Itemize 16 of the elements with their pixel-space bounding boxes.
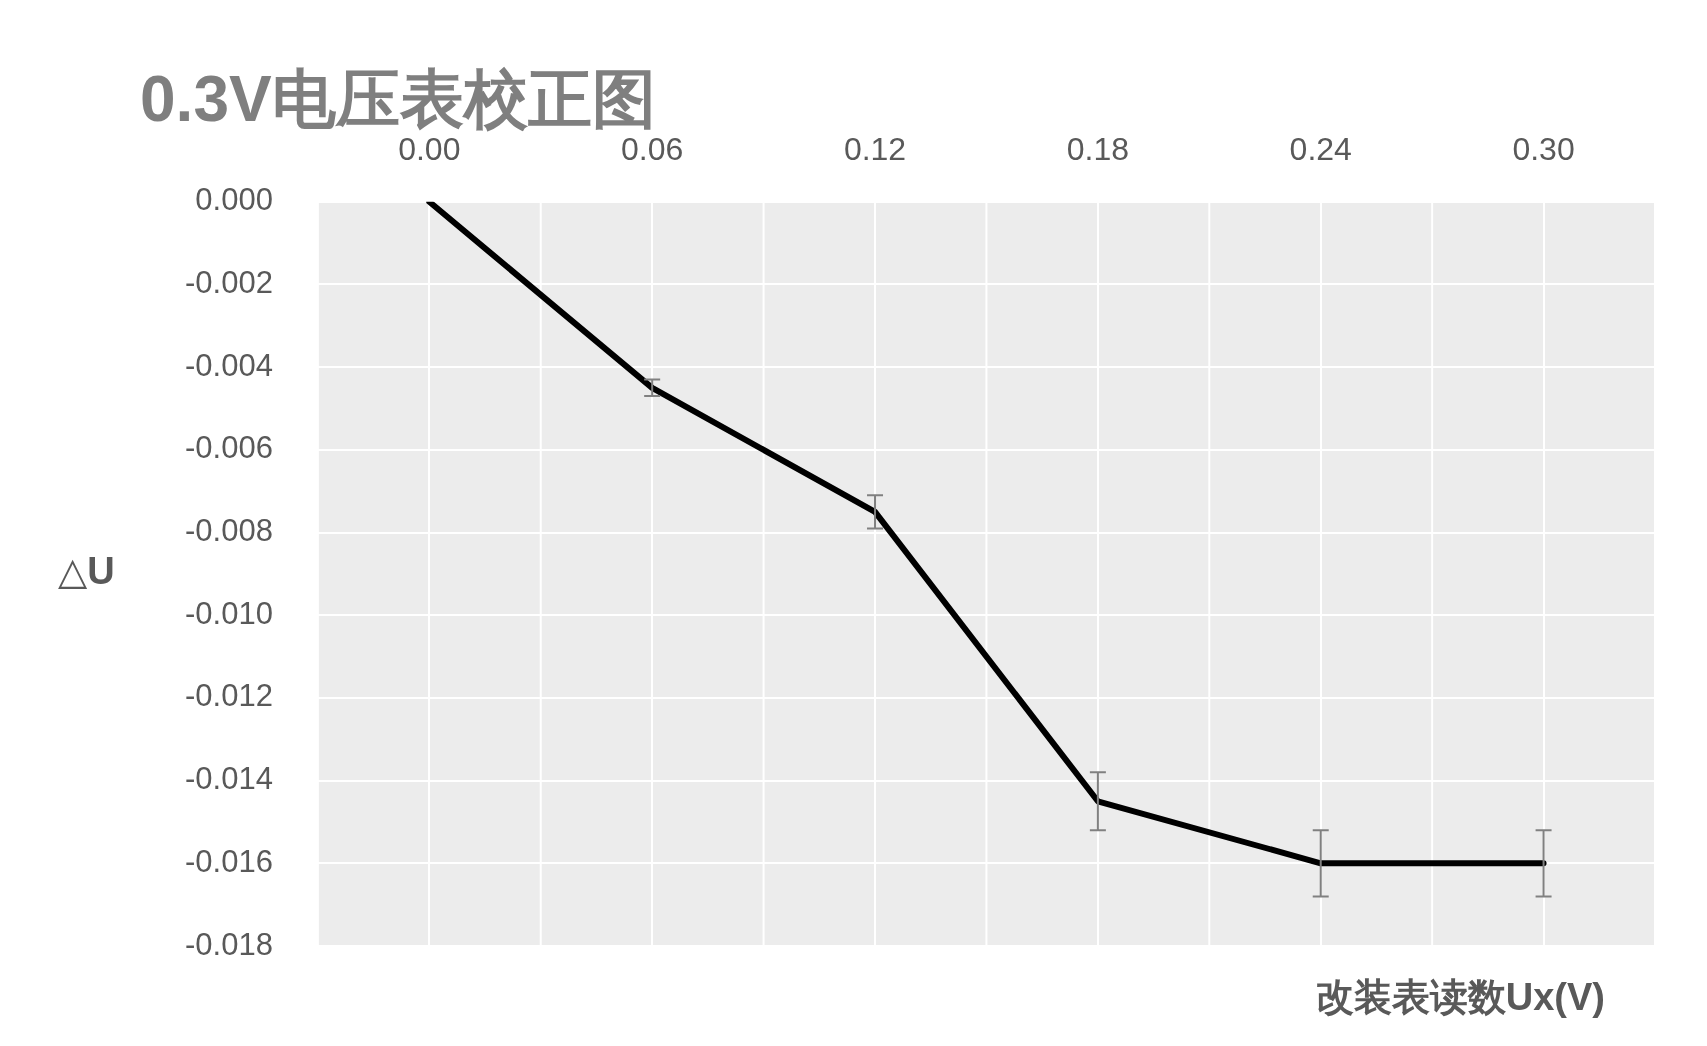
y-tick-label: -0.002 — [184, 265, 273, 301]
x-tick-label: 0.24 — [1289, 130, 1352, 167]
y-axis-title: △U — [58, 550, 115, 593]
y-tick-label: 0.000 — [195, 182, 273, 218]
y-tick-label: -0.004 — [184, 347, 273, 383]
x-tick-label: 0.30 — [1512, 130, 1575, 167]
y-tick-label: -0.014 — [184, 761, 273, 797]
y-tick-label: -0.008 — [184, 513, 273, 549]
y-tick-label: -0.018 — [184, 926, 273, 962]
y-tick-label: -0.012 — [184, 678, 273, 714]
x-tick-label: 0.12 — [843, 130, 907, 167]
y-tick-label: -0.006 — [184, 430, 273, 466]
y-tick-label: -0.016 — [184, 843, 273, 879]
x-axis-title: 改装表读数Ux(V) — [1315, 976, 1605, 1019]
x-tick-label: 0.18 — [1066, 130, 1130, 167]
y-tick-label: -0.010 — [184, 595, 273, 631]
